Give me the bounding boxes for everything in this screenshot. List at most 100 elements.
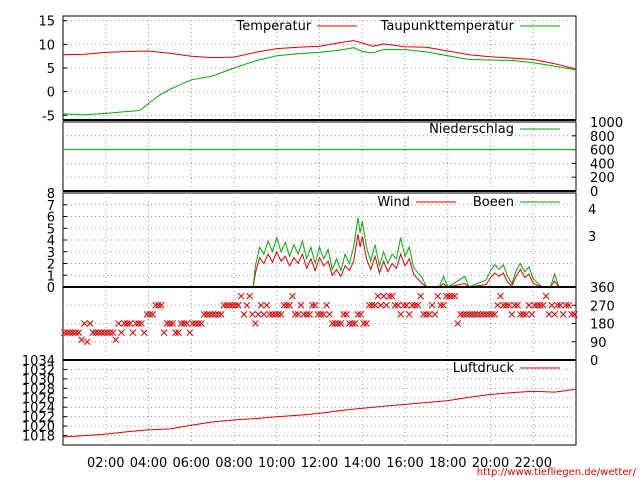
wind-direction-point bbox=[480, 311, 487, 318]
wind-direction-point bbox=[254, 311, 262, 318]
y-tick-label: 10 bbox=[38, 38, 55, 53]
y-tick-label-right: 3 bbox=[588, 230, 596, 245]
wind-direction-point bbox=[417, 292, 425, 300]
wind-direction-point bbox=[195, 320, 202, 327]
y-tick-label: 4 bbox=[47, 234, 55, 249]
series-line-0 bbox=[62, 388, 577, 438]
y-tick-label: 7 bbox=[47, 199, 55, 214]
wind-direction-point bbox=[556, 301, 564, 309]
wind-direction-point bbox=[502, 301, 510, 309]
wind-direction-point bbox=[240, 311, 248, 318]
wind-direction-point bbox=[571, 311, 578, 318]
wind-direction-point bbox=[431, 311, 439, 318]
wind-direction-point bbox=[186, 329, 194, 336]
wind-direction-point bbox=[303, 311, 311, 318]
y-tick-label: 6 bbox=[47, 211, 55, 226]
wind-direction-point bbox=[457, 311, 464, 318]
wind-direction-point bbox=[328, 320, 336, 327]
y-tick-label: 270 bbox=[590, 299, 615, 314]
wind-direction-point bbox=[246, 292, 254, 300]
wind-direction-point bbox=[78, 336, 85, 344]
wind-direction-point bbox=[323, 301, 330, 309]
wind-direction-point bbox=[385, 292, 393, 300]
y-tick-label: 200 bbox=[590, 171, 615, 186]
wind-direction-point bbox=[189, 320, 197, 327]
wind-direction-point bbox=[522, 311, 530, 318]
wind-direction-point bbox=[197, 320, 205, 327]
wind-direction-point bbox=[366, 301, 373, 309]
x-tick-label: 16:00 bbox=[386, 456, 423, 471]
wind-direction-point bbox=[172, 329, 179, 336]
wind-direction-point bbox=[497, 292, 504, 300]
wind-direction-point bbox=[300, 311, 308, 318]
wind-direction-point bbox=[146, 311, 154, 318]
wind-direction-point bbox=[343, 311, 350, 318]
y-tick-label: 800 bbox=[590, 130, 615, 145]
wind-direction-point bbox=[317, 311, 325, 318]
wind-direction-point bbox=[348, 320, 356, 327]
wind-direction-point bbox=[72, 329, 80, 336]
wind-direction-point bbox=[528, 311, 536, 318]
wind-direction-point bbox=[454, 320, 462, 327]
wind-direction-point bbox=[294, 311, 302, 318]
wind-direction-point bbox=[98, 329, 105, 336]
wind-direction-point bbox=[511, 301, 519, 309]
wind-direction-point bbox=[160, 329, 168, 336]
series-line-0 bbox=[63, 234, 576, 288]
y-tick-label: 600 bbox=[590, 144, 615, 159]
wind-direction-point bbox=[140, 329, 148, 336]
wind-direction-point bbox=[545, 311, 553, 318]
panel-0: -5 0 5 10 15 bbox=[38, 15, 577, 124]
series-line-0 bbox=[62, 40, 577, 70]
wind-direction-point bbox=[109, 329, 117, 336]
wind-direction-point bbox=[420, 311, 427, 318]
wind-direction-point bbox=[203, 311, 211, 318]
wind-direction-point bbox=[559, 311, 567, 318]
y-tick-label: 1022 bbox=[22, 411, 55, 426]
y-tick-label-right: 4 bbox=[588, 203, 596, 218]
wind-direction-point bbox=[340, 311, 348, 318]
wind-direction-point bbox=[274, 311, 282, 318]
wind-direction-point bbox=[508, 311, 516, 318]
wind-direction-point bbox=[442, 292, 450, 300]
y-tick-label: 1020 bbox=[22, 420, 55, 435]
y-tick-label: 90 bbox=[590, 336, 607, 351]
wind-direction-point bbox=[314, 311, 322, 318]
wind-direction-point bbox=[66, 329, 74, 336]
legend-label: Temperatur bbox=[236, 19, 312, 34]
wind-direction-point bbox=[482, 311, 490, 318]
wind-direction-point bbox=[217, 311, 225, 318]
wind-direction-point bbox=[103, 329, 111, 336]
wind-direction-point bbox=[260, 311, 268, 318]
wind-direction-point bbox=[539, 301, 547, 309]
wind-direction-point bbox=[334, 320, 342, 327]
wind-direction-point bbox=[180, 320, 188, 327]
wind-direction-point bbox=[434, 292, 442, 300]
wind-direction-point bbox=[465, 311, 473, 318]
y-tick-label: 1024 bbox=[22, 401, 55, 416]
wind-direction-point bbox=[491, 311, 499, 318]
x-tick-label: 02:00 bbox=[87, 456, 124, 471]
wind-direction-point bbox=[488, 311, 496, 318]
wind-direction-point bbox=[214, 311, 222, 318]
wind-direction-point bbox=[149, 311, 157, 318]
wind-direction-point bbox=[289, 292, 296, 300]
y-tick-label: 400 bbox=[590, 157, 615, 172]
wind-direction-point bbox=[371, 301, 379, 309]
x-tick-label: 12:00 bbox=[301, 456, 338, 471]
wind-direction-point bbox=[200, 311, 208, 318]
wind-direction-point bbox=[534, 301, 541, 309]
wind-direction-point bbox=[206, 311, 214, 318]
wind-direction-point bbox=[237, 292, 245, 300]
wind-direction-point bbox=[468, 311, 476, 318]
wind-direction-point bbox=[129, 329, 137, 336]
x-tick-label: 18:00 bbox=[429, 456, 466, 471]
wind-direction-point bbox=[243, 301, 251, 309]
y-tick-label: 1028 bbox=[22, 382, 55, 397]
x-tick-label: 22:00 bbox=[515, 456, 552, 471]
source-url: http://www.tiefliegen.de/wetter/ bbox=[477, 467, 637, 478]
